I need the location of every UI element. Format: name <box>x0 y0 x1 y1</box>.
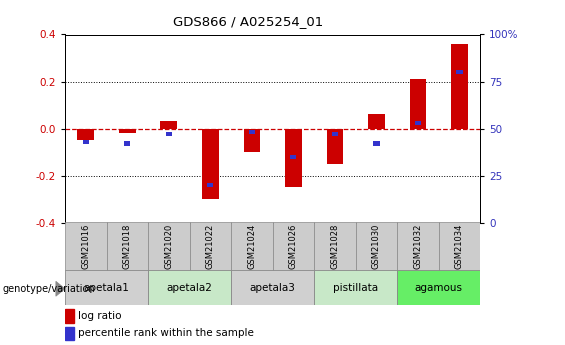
Text: GSM21024: GSM21024 <box>247 224 257 269</box>
Text: apetala1: apetala1 <box>84 283 129 293</box>
Bar <box>148 222 190 271</box>
Text: GSM21030: GSM21030 <box>372 224 381 269</box>
Bar <box>314 270 397 305</box>
Bar <box>166 132 172 136</box>
Bar <box>285 128 302 187</box>
Bar <box>439 222 480 271</box>
Text: GSM21034: GSM21034 <box>455 224 464 269</box>
Bar <box>332 132 338 136</box>
Bar <box>415 121 421 125</box>
Text: percentile rank within the sample: percentile rank within the sample <box>79 328 254 338</box>
Bar <box>290 155 297 159</box>
Text: genotype/variation: genotype/variation <box>3 284 95 294</box>
Bar <box>148 270 231 305</box>
Polygon shape <box>56 281 65 296</box>
Bar <box>397 270 480 305</box>
Text: GSM21020: GSM21020 <box>164 224 173 269</box>
Bar <box>231 222 273 271</box>
Bar <box>356 222 397 271</box>
Bar <box>373 141 380 146</box>
Bar <box>451 44 468 128</box>
Bar <box>397 222 439 271</box>
Bar <box>190 222 231 271</box>
Bar <box>410 79 426 128</box>
Bar <box>65 270 148 305</box>
Bar <box>207 183 214 187</box>
Text: apetala3: apetala3 <box>250 283 295 293</box>
Text: GSM21018: GSM21018 <box>123 224 132 269</box>
Bar <box>314 222 356 271</box>
Bar <box>65 309 74 323</box>
Bar <box>457 70 463 74</box>
Text: GSM21016: GSM21016 <box>81 224 90 269</box>
Bar <box>202 128 219 199</box>
Bar <box>249 130 255 135</box>
Text: GSM21032: GSM21032 <box>414 224 423 269</box>
Text: GDS866 / A025254_01: GDS866 / A025254_01 <box>173 16 324 29</box>
Bar <box>124 141 131 146</box>
Bar <box>327 128 343 164</box>
Bar <box>273 222 314 271</box>
Bar <box>82 140 89 144</box>
Text: log ratio: log ratio <box>79 311 122 321</box>
Text: pistillata: pistillata <box>333 283 378 293</box>
Bar <box>119 128 136 133</box>
Bar <box>107 222 148 271</box>
Text: GSM21026: GSM21026 <box>289 224 298 269</box>
Bar <box>77 128 94 140</box>
Text: agamous: agamous <box>415 283 463 293</box>
Bar <box>368 115 385 128</box>
Bar <box>65 327 74 340</box>
Bar <box>231 270 314 305</box>
Bar <box>160 121 177 128</box>
Text: apetala2: apetala2 <box>167 283 212 293</box>
Bar <box>65 222 107 271</box>
Bar <box>244 128 260 152</box>
Text: GSM21028: GSM21028 <box>331 224 340 269</box>
Text: GSM21022: GSM21022 <box>206 224 215 269</box>
